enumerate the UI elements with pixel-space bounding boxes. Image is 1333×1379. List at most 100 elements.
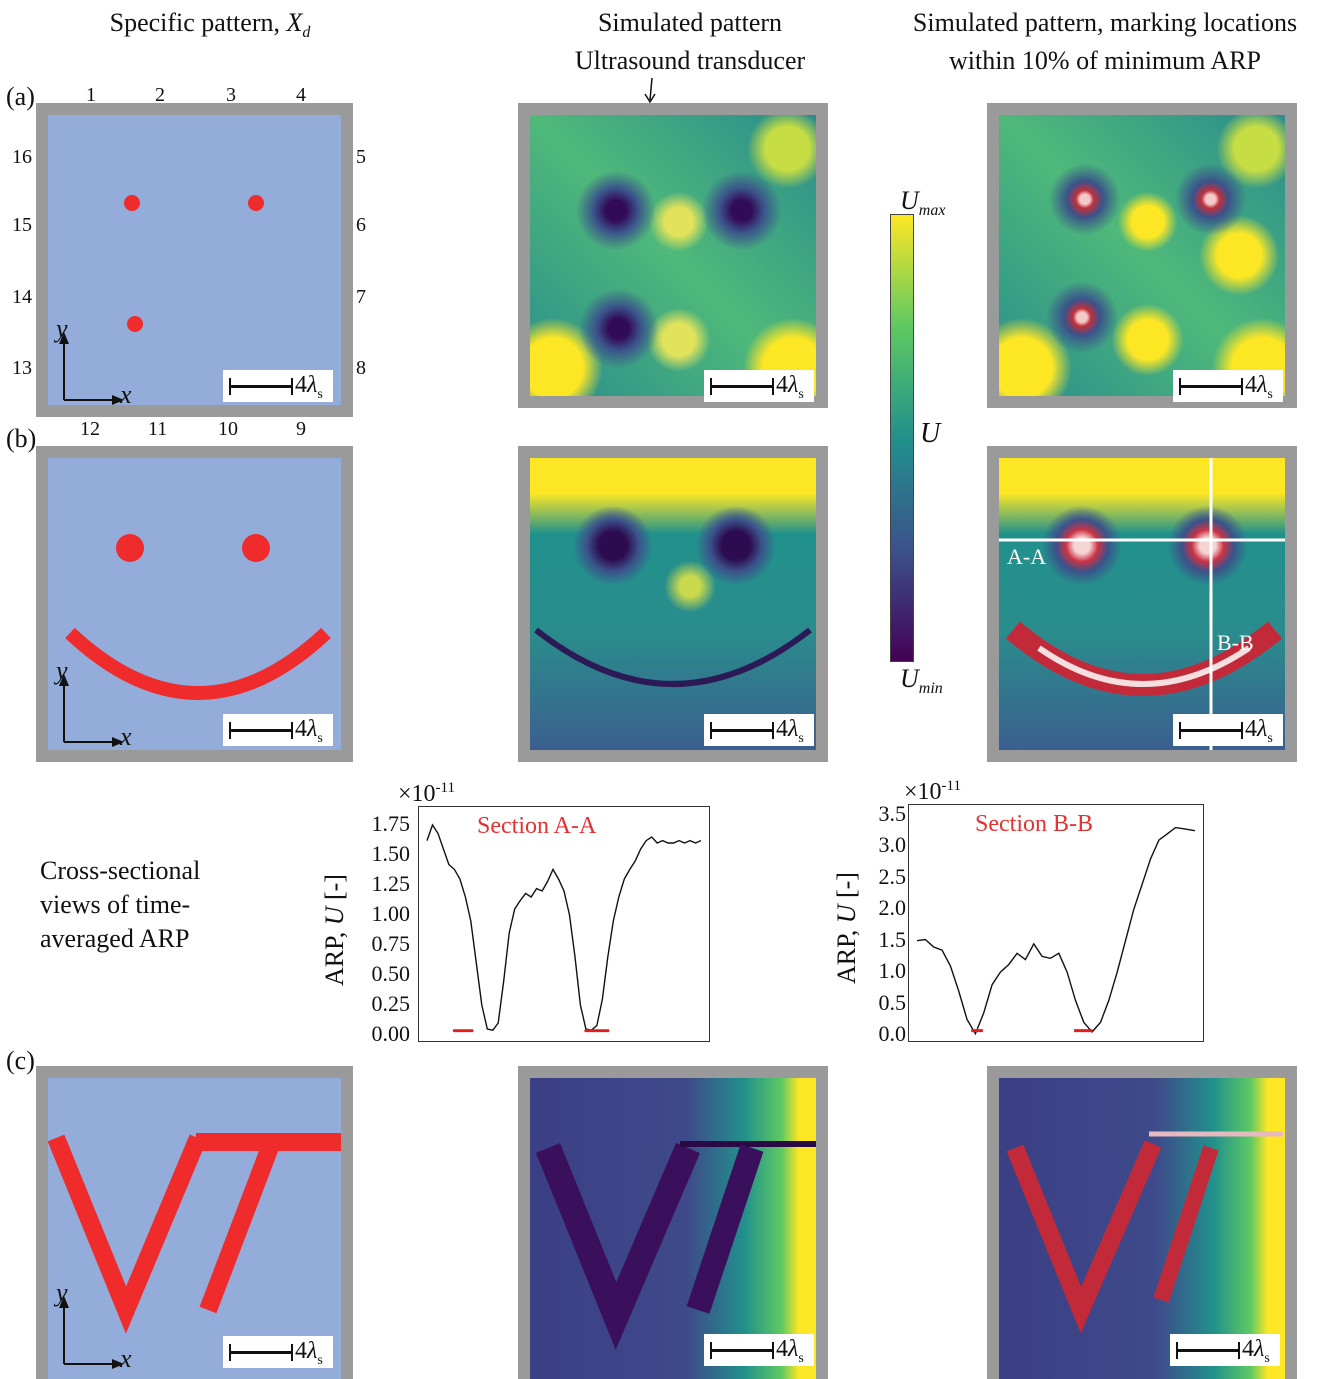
chart-aa-svg [426, 823, 702, 1033]
scale-bar-sub: s [317, 1352, 323, 1368]
simulated-field [530, 1078, 816, 1379]
transducer-num: 10 [218, 418, 238, 440]
colorbar-min: U [900, 664, 919, 693]
scale-bar-symbol: λ [1257, 372, 1268, 398]
transducer-num: 9 [296, 418, 306, 440]
scale-bar-value: 4 [1245, 372, 1257, 398]
panel-a-marked [987, 103, 1297, 408]
scale-bar: 4λs [1173, 370, 1283, 402]
axis-label-y: y [56, 314, 68, 343]
axis-label-y: y [56, 1278, 68, 1307]
scale-bar-symbol: λ [788, 716, 799, 742]
chart-bb-plot: Section B-B [908, 804, 1204, 1042]
transducer-num: 7 [356, 286, 366, 308]
pattern-field [48, 115, 341, 405]
scale-bar: 4λs [1170, 1334, 1280, 1366]
colorbar-min-label: Umin [900, 664, 943, 698]
scale-bar-symbol: λ [1257, 716, 1268, 742]
minimum-marker [470, 1029, 474, 1033]
scale-bar-value: 4 [776, 716, 788, 742]
chart-bb-title: Section B-B [975, 811, 1093, 837]
chart-bb-exp-base: ×10 [904, 779, 942, 805]
minimum-marker [1087, 1029, 1091, 1033]
header-col1-symbol: X [286, 8, 303, 37]
smile-marked [999, 458, 1285, 750]
minimum-marker [979, 1029, 984, 1033]
scale-bar-sub: s [317, 386, 323, 402]
y-tick-label: 1.00 [371, 901, 411, 926]
panel-a-pattern [36, 103, 353, 417]
scale-bar-sub: s [1267, 730, 1273, 746]
minimum-marker [975, 1029, 979, 1033]
header-col1-text: Specific pattern, [109, 8, 280, 37]
panel-b-marked: A-A B-B [987, 446, 1297, 762]
minimum-marker [452, 1029, 456, 1033]
minimum-marker [977, 1029, 981, 1033]
panel-b-simulated [518, 446, 828, 762]
scale-bar: 4λs [704, 714, 814, 746]
row-label-b: (b) [6, 424, 37, 453]
transducer-num: 11 [148, 418, 168, 440]
minimum-marker [461, 1029, 465, 1033]
chart-bb-exp: -11 [941, 778, 961, 794]
scale-bar-symbol: λ [307, 372, 318, 398]
minimum-marker [584, 1029, 588, 1033]
y-tick-label: 0.0 [878, 1021, 907, 1046]
scale-bar-sub: s [798, 730, 804, 746]
colorbar [890, 214, 914, 662]
scale-bar-value: 4 [1245, 716, 1257, 742]
chart-bb-exponent: ×10-11 [904, 778, 961, 806]
minimum-marker [1084, 1029, 1089, 1033]
transducer-num: 6 [356, 214, 366, 236]
transducer-num: 13 [12, 357, 32, 379]
row-label-a: (a) [6, 82, 35, 111]
transducer-num: 16 [12, 146, 32, 168]
y-tick-label: 0.5 [878, 989, 907, 1015]
section-label-aa: A-A [1007, 544, 1047, 569]
y-tick-label: 1.50 [371, 841, 411, 866]
axis-label-x: x [120, 722, 132, 751]
minimum-marker [454, 1029, 459, 1033]
y-tick-label: 1.75 [371, 811, 411, 836]
minimum-marker [973, 1029, 977, 1033]
target-dot [124, 195, 140, 211]
scale-bar: 4λs [223, 714, 333, 746]
colorbar-max: U [900, 186, 919, 215]
minimum-marker [1076, 1029, 1080, 1033]
minimum-marker [606, 1029, 610, 1033]
cross-section-line: views of time- [40, 890, 191, 919]
minimum-marker [463, 1029, 467, 1033]
y-tick-label: 1.5 [878, 926, 907, 952]
y-tick-label: 0.25 [371, 991, 411, 1016]
scale-bar-symbol: λ [307, 716, 318, 742]
header-col2-line1: Simulated pattern [597, 8, 783, 37]
target-dot [248, 195, 264, 211]
scale-bar-symbol: λ [307, 1338, 318, 1364]
xy-axis-arrows [59, 332, 124, 405]
scale-bar-symbol: λ [788, 372, 799, 398]
minimum-marker [586, 1029, 590, 1033]
minimum-marker [590, 1029, 595, 1033]
minimum-marker [468, 1029, 472, 1033]
scale-bar-symbol: λ [788, 1336, 799, 1362]
y-tick-label: 2.5 [878, 863, 907, 889]
scale-bar-value: 4 [776, 372, 788, 398]
vt-marked [1006, 1131, 1283, 1334]
y-tick-label: 1.0 [878, 958, 907, 984]
minimum-marker [597, 1029, 601, 1033]
minimum-marker [595, 1029, 599, 1033]
section-label-bb: B-B [1217, 630, 1254, 655]
colorbar-min-sub: min [918, 680, 943, 698]
header-col3-line2: within 10% of minimum ARP [948, 46, 1262, 75]
scale-bar-value: 4 [295, 716, 307, 742]
header-col2-line2: Ultrasound transducer [574, 46, 806, 75]
target-dot [127, 316, 143, 332]
y-tick-label: 2.0 [878, 895, 907, 921]
transducer-num: 15 [12, 214, 32, 236]
panel-b-pattern [36, 446, 353, 762]
cross-section-line: averaged ARP [40, 924, 190, 953]
pattern-field [48, 458, 341, 750]
transducer-num: 14 [12, 286, 32, 308]
colorbar-max-sub: max [918, 202, 946, 220]
minimum-marker [593, 1029, 597, 1033]
